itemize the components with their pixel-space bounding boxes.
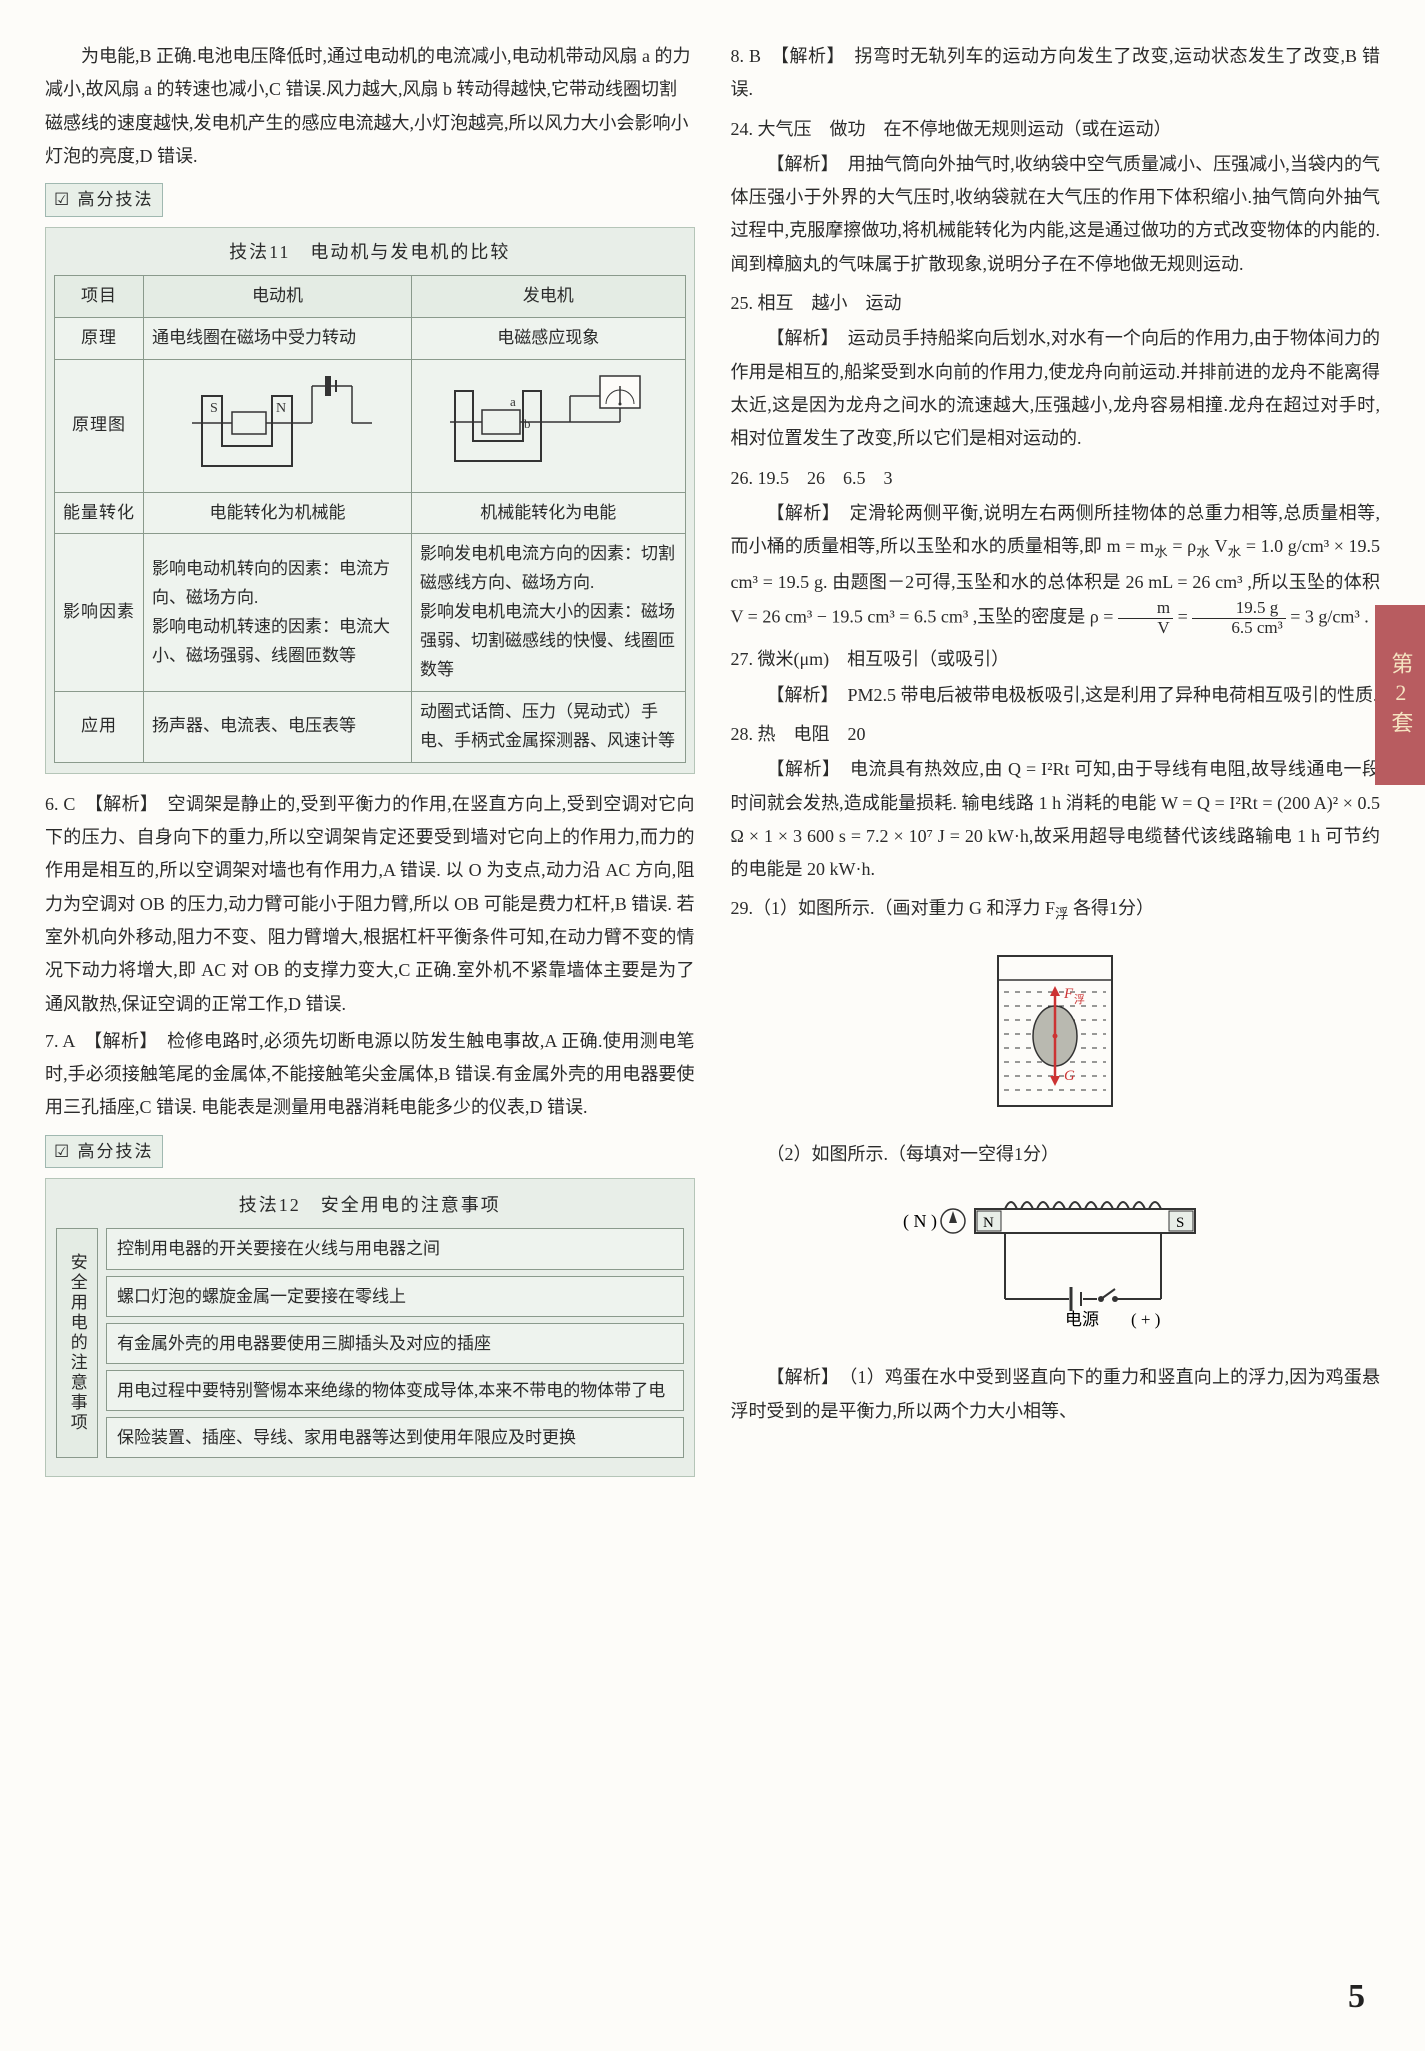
tbl11-r1-0: 原理 [55,317,144,359]
page-number: 5 [1348,1966,1365,2029]
q26-b: = ρ [1168,536,1196,556]
tbl11-r3-2: 机械能转化为电能 [411,492,685,534]
q24-exp: 【解析】 用抽气筒向外抽气时,收纳袋中空气质量减小、压强减小,当袋内的气体压强小… [731,148,1381,281]
q28-exp: 【解析】 电流具有热效应,由 Q = I²Rt 可知,由于导线有电阻,故导线通电… [731,753,1381,886]
tbl11-r5-0: 应用 [55,691,144,762]
q29-fig2: N S ( N ) 电源 [845,1179,1265,1349]
q29-1: 29.（1）如图所示.（画对重力 G 和浮力 F浮 各得1分） [731,892,1381,928]
q27-ans: 27. 微米(μm) 相互吸引（或吸引） [731,643,1381,676]
tbl11-r5-1: 扬声器、电流表、电压表等 [144,691,412,762]
tbl11-r4-0: 影响因素 [55,534,144,691]
flow-item-1: 螺口灯泡的螺旋金属一定要接在零线上 [106,1276,684,1317]
svg-text:浮: 浮 [1074,993,1085,1006]
q29-fig2-plus: ( + ) [1131,1310,1160,1329]
q26-e: = [1178,606,1193,626]
gaofen-label-1: ☑ 高分技法 [45,183,163,216]
fig2-Sbox: S [1176,1215,1184,1231]
flow-head: 安全用电的注意事项 [56,1228,98,1458]
flow-item-2: 有金属外壳的用电器要使用三脚插头及对应的插座 [106,1323,684,1364]
technique-12-box: 技法12 安全用电的注意事项 安全用电的注意事项 控制用电器的开关要接在火线与用… [45,1178,695,1477]
q29-1-end: 各得1分） [1069,898,1155,918]
q26-frac-1-den: V [1118,619,1173,638]
left-intro: 为电能,B 正确.电池电压降低时,通过电动机的电流减小,电动机带动风扇 a 的力… [45,40,695,173]
tbl11-r4-2: 影响发电机电流方向的因素：切割磁感线方向、磁场方向. 影响发电机电流大小的因素：… [411,534,685,691]
q26-frac-1-num: m [1118,599,1173,619]
q26-frac-2-num: 19.5 g [1192,599,1285,619]
technique-11-table: 项目 电动机 发电机 原理 通电线圈在磁场中受力转动 电磁感应现象 原理图 [54,275,686,763]
technique-11-box: 技法11 电动机与发电机的比较 项目 电动机 发电机 原理 通电线圈在磁场中受力… [45,227,695,774]
q29-fig2-N-label: ( N ) [903,1211,937,1232]
generator-svg: a b [420,366,660,476]
flow-item-3: 用电过程中要特别警惕本来绝缘的物体变成导体,本来不带电的物体带了电 [106,1370,684,1411]
q26-frac-2-den: 6.5 cm³ [1192,619,1285,638]
q28-ans: 28. 热 电阻 20 [731,718,1381,751]
gaofen-text-1: 高分技法 [78,190,154,209]
tbl11-r2-0: 原理图 [55,359,144,492]
q29-2: （2）如图所示.（每填对一空得1分） [731,1138,1381,1171]
q26-frac-2: 19.5 g6.5 cm³ [1192,599,1285,637]
technique-11-title: 技法11 电动机与发电机的比较 [54,234,686,275]
svg-text:N: N [276,401,286,416]
q29-1-sub: 浮 [1055,907,1069,922]
tbl11-r3-1: 电能转化为机械能 [144,492,412,534]
tbl11-h2: 发电机 [411,275,685,317]
q29-1-text: 29.（1）如图所示.（画对重力 G 和浮力 F [731,898,1056,918]
motor-svg: S N [152,366,392,476]
svg-text:G: G [1064,1068,1075,1084]
q26-ans: 26. 19.5 26 6.5 3 [731,462,1381,495]
technique-12-title: 技法12 安全用电的注意事项 [56,1187,684,1228]
side-tab: 第2套 [1375,605,1425,785]
q6: 6. C 【解析】 空调架是静止的,受到平衡力的作用,在竖直方向上,受到空调对它… [45,788,695,1021]
q7: 7. A 【解析】 检修电路时,必须先切断电源以防发生触电事故,A 正确.使用测… [45,1025,695,1125]
q26-f: = 3 g/cm³ . [1290,606,1369,626]
tbl11-generator-diagram: a b [411,359,685,492]
q29-fig1: F 浮 G [970,936,1140,1126]
svg-text:F: F [1063,986,1074,1002]
q26-c: V [1210,536,1228,556]
tbl11-r1-1: 通电线圈在磁场中受力转动 [144,317,412,359]
fig2-Nbox: N [983,1215,994,1231]
tbl11-r4-1: 影响电动机转向的因素：电流方向、磁场方向. 影响电动机转速的因素：电流大小、磁场… [144,534,412,691]
tbl11-r1-2: 电磁感应现象 [411,317,685,359]
tbl11-h0: 项目 [55,275,144,317]
flow-item-4: 保险装置、插座、导线、家用电器等达到使用年限应及时更换 [106,1417,684,1458]
q26-frac-1: mV [1118,599,1173,637]
tbl11-r5-2: 动圈式话筒、压力（晃动式）手电、手柄式金属探测器、风速计等 [411,691,685,762]
q25-exp: 【解析】 运动员手持船桨向后划水,对水有一个向后的作用力,由于物体间力的作用是相… [731,322,1381,455]
q25-ans: 25. 相互 越小 运动 [731,287,1381,320]
q8: 8. B 【解析】 拐弯时无轨列车的运动方向发生了改变,运动状态发生了改变,B … [731,40,1381,107]
svg-text:a: a [510,394,516,409]
svg-text:b: b [524,416,531,431]
flow-item-0: 控制用电器的开关要接在火线与用电器之间 [106,1228,684,1269]
tbl11-h1: 电动机 [144,275,412,317]
gaofen-text-2: 高分技法 [78,1142,154,1161]
q27-exp: 【解析】 PM2.5 带电后被带电极板吸引,这是利用了异种电荷相互吸引的性质. [731,679,1381,712]
svg-text:S: S [210,401,218,416]
tbl11-motor-diagram: S N [144,359,412,492]
tbl11-r3-0: 能量转化 [55,492,144,534]
q29-fig2-power: 电源 [1065,1310,1099,1329]
q29-exp: 【解析】 （1）鸡蛋在水中受到竖直向下的重力和竖直向上的浮力,因为鸡蛋悬浮时受到… [731,1361,1381,1428]
q26-exp: 【解析】 定滑轮两侧平衡,说明左右两侧所挂物体的总重力相等,总质量相等,而小桶的… [731,497,1381,638]
q24-ans: 24. 大气压 做功 在不停地做无规则运动（或在运动） [731,113,1381,146]
gaofen-label-2: ☑ 高分技法 [45,1135,163,1168]
